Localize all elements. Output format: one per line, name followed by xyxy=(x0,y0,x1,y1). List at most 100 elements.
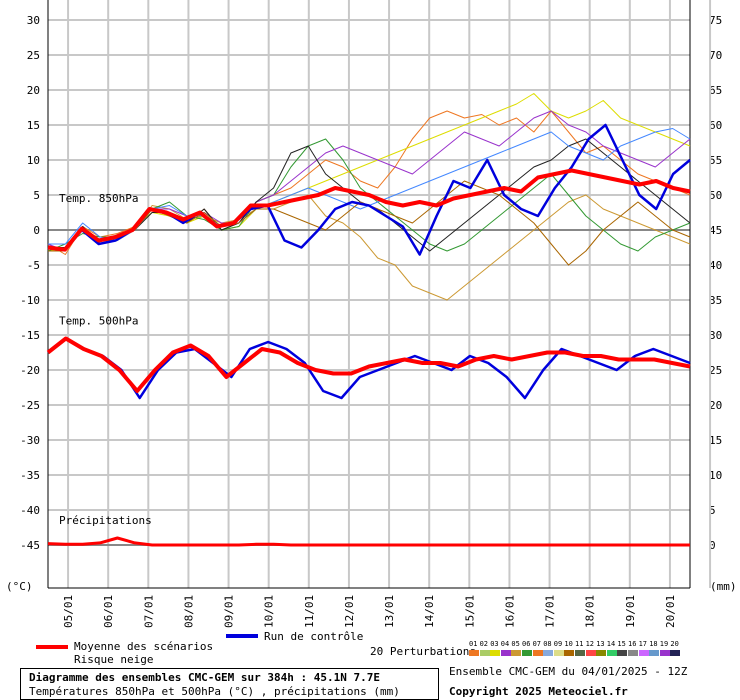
member-color-swatch xyxy=(596,650,607,656)
date-tick-label: 12/01 xyxy=(343,595,356,628)
right-tick-label: 70 xyxy=(709,49,722,62)
date-tick-label: 14/01 xyxy=(423,595,436,628)
member-color-swatch xyxy=(670,650,681,656)
member-number: 17 xyxy=(638,640,648,648)
member-color-swatch xyxy=(553,650,564,656)
chart-title: Diagramme des ensembles CMC-GEM sur 384h… xyxy=(29,671,380,684)
legend-control-swatch xyxy=(226,634,258,638)
ensemble-member-line xyxy=(47,194,691,301)
member-number: 06 xyxy=(522,640,531,648)
left-tick-label: 0 xyxy=(33,224,40,237)
left-tick-label: -15 xyxy=(20,329,40,342)
right-tick-label: 40 xyxy=(709,259,722,272)
right-tick-label: 0 xyxy=(709,539,716,552)
right-tick-label: 20 xyxy=(709,399,722,412)
legend-snow-label: Risque neige xyxy=(74,653,154,666)
member-color-swatch xyxy=(511,650,522,656)
left-tick-label: -5 xyxy=(27,259,40,272)
member-number: 15 xyxy=(617,640,626,648)
member-number: 07 xyxy=(532,640,542,648)
date-tick-label: 13/01 xyxy=(383,595,396,628)
left-tick-label: 10 xyxy=(27,154,40,167)
member-number: 09 xyxy=(553,640,563,648)
left-tick-label: 5 xyxy=(33,189,40,202)
member-color-swatch xyxy=(649,650,660,656)
member-number: 03 xyxy=(490,640,499,648)
legend-mean-swatch xyxy=(36,645,68,649)
left-tick-label: 20 xyxy=(27,84,40,97)
right-tick-label: 55 xyxy=(709,154,722,167)
right-tick-label: 30 xyxy=(709,329,722,342)
member-color-swatch xyxy=(469,650,479,656)
member-color-swatch xyxy=(500,650,511,656)
right-tick-label: 60 xyxy=(709,119,722,132)
date-tick-label: 15/01 xyxy=(463,595,476,628)
member-color-swatch xyxy=(585,650,596,656)
member-color-swatch xyxy=(617,650,628,656)
left-tick-label: 30 xyxy=(27,14,40,27)
member-number: 02 xyxy=(479,640,489,648)
member-number: 19 xyxy=(659,640,669,648)
right-tick-label: 5 xyxy=(709,504,716,517)
date-tick-label: 20/01 xyxy=(664,595,677,628)
member-number: 04 xyxy=(500,640,510,648)
right-tick-label: 25 xyxy=(709,364,722,377)
member-number: 05 xyxy=(511,640,520,648)
legend-perturbations-label: 20 Perturbations xyxy=(370,645,476,658)
precip-mean-line xyxy=(47,536,690,547)
date-tick-label: 05/01 xyxy=(62,595,75,628)
panel-label: Précipitations xyxy=(59,514,152,527)
left-axis-unit: (°C) xyxy=(6,580,33,593)
date-tick-label: 19/01 xyxy=(624,595,637,628)
member-color-swatch xyxy=(532,650,543,656)
member-number: 08 xyxy=(543,640,552,648)
plot-area xyxy=(48,0,690,588)
date-tick-label: 16/01 xyxy=(503,595,516,628)
left-tick-label: -10 xyxy=(20,294,40,307)
left-tick-label: -20 xyxy=(20,364,40,377)
right-axis-unit: (mm) xyxy=(710,580,737,593)
left-tick-label: -30 xyxy=(20,434,40,447)
chart-subtitle: Températures 850hPa et 500hPa (°C) , pré… xyxy=(29,685,400,698)
member-color-swatch xyxy=(606,650,617,656)
ensemble-member-line xyxy=(47,93,691,252)
left-tick-label: -40 xyxy=(20,504,40,517)
right-tick-label: 10 xyxy=(709,469,722,482)
right-tick-label: 45 xyxy=(709,224,722,237)
panel-label: Temp. 850hPa xyxy=(59,192,138,205)
legend-control-label: Run de contrôle xyxy=(264,630,364,643)
member-color-swatch xyxy=(490,650,501,656)
member-number: 10 xyxy=(564,640,573,648)
right-tick-label: 15 xyxy=(709,434,722,447)
right-tick-label: 65 xyxy=(709,84,722,97)
member-number: 12 xyxy=(585,640,595,648)
date-tick-label: 11/01 xyxy=(303,595,316,628)
member-number: 13 xyxy=(596,640,605,648)
date-tick-label: 06/01 xyxy=(102,595,115,628)
right-tick-label: 35 xyxy=(709,294,722,307)
right-tick-label: 75 xyxy=(709,14,722,27)
member-number: 16 xyxy=(628,640,637,648)
member-color-swatch xyxy=(564,650,575,656)
title-box: Diagramme des ensembles CMC-GEM sur 384h… xyxy=(20,668,439,700)
member-number: 20 xyxy=(670,640,679,648)
member-color-swatch xyxy=(479,650,490,656)
member-number: 14 xyxy=(606,640,616,648)
legend-mean-label: Moyenne des scénarios xyxy=(74,640,214,653)
left-tick-label: -35 xyxy=(20,469,40,482)
member-color-swatch xyxy=(522,650,532,656)
mean-line xyxy=(47,168,691,252)
left-tick-label: 15 xyxy=(27,119,40,132)
date-tick-label: 10/01 xyxy=(263,595,276,628)
member-color-swatch xyxy=(575,650,585,656)
left-tick-label: 25 xyxy=(27,49,40,62)
date-tick-label: 18/01 xyxy=(584,595,597,628)
left-tick-label: -45 xyxy=(20,539,40,552)
mean-line xyxy=(46,336,691,393)
date-tick-label: 07/01 xyxy=(142,595,155,628)
date-tick-label: 17/01 xyxy=(544,595,557,628)
member-color-swatch xyxy=(638,650,649,656)
right-tick-label: 50 xyxy=(709,189,722,202)
member-color-swatch xyxy=(543,650,554,656)
